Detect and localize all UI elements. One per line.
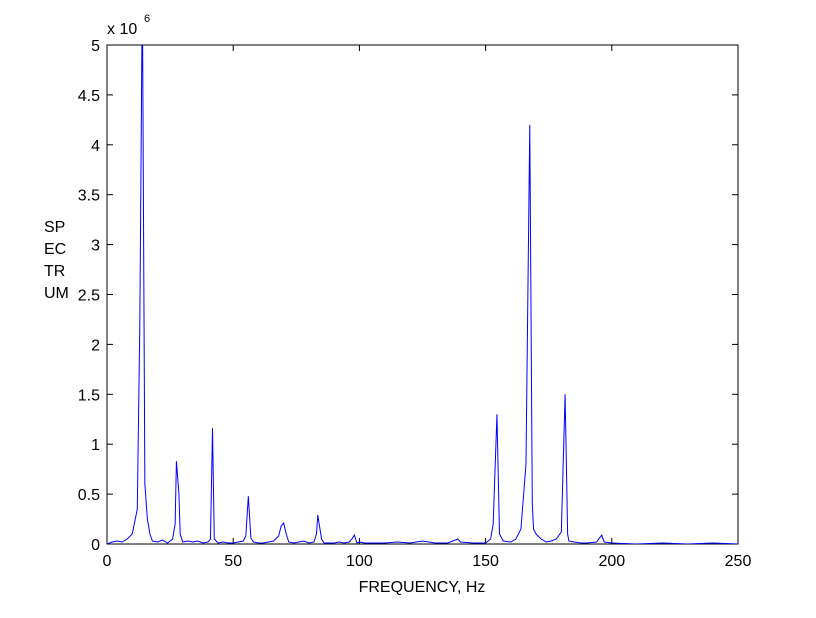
y-tick-label: 4: [91, 138, 100, 155]
y-tick-label: 3: [91, 238, 100, 255]
x-tick-label: 150: [472, 553, 499, 570]
y-axis-label-line: EC: [44, 241, 66, 258]
y-tick-label: 5: [91, 38, 100, 55]
x-tick-label: 100: [346, 553, 373, 570]
axes-box: [106, 44, 739, 545]
y-axis-label-line: TR: [44, 263, 65, 280]
y-tick-label: 2: [91, 337, 100, 354]
x-tick-label: 250: [725, 553, 752, 570]
y-tick-label: 0: [91, 537, 100, 554]
x-axis-label: FREQUENCY, Hz: [359, 579, 486, 596]
y-tick-label: 1.5: [78, 387, 100, 404]
y-axis-label-line: SP: [44, 219, 65, 236]
multiplier-exponent: 6: [144, 13, 150, 25]
y-axis-label-line: UM: [44, 285, 69, 302]
x-tick-label: 50: [224, 553, 242, 570]
y-tick-label: 2.5: [78, 288, 100, 305]
x-tick-label: 200: [598, 553, 625, 570]
data-line: [107, 45, 738, 544]
x-tick-label: 0: [103, 553, 112, 570]
multiplier: x 10: [107, 21, 137, 38]
y-tick-label: 4.5: [78, 88, 100, 105]
y-tick-label: 0.5: [78, 487, 100, 504]
y-axis-label: SP EC TR UM: [44, 219, 69, 302]
y-tick-label: 1: [91, 437, 100, 454]
y-tick-label: 3.5: [78, 188, 100, 205]
